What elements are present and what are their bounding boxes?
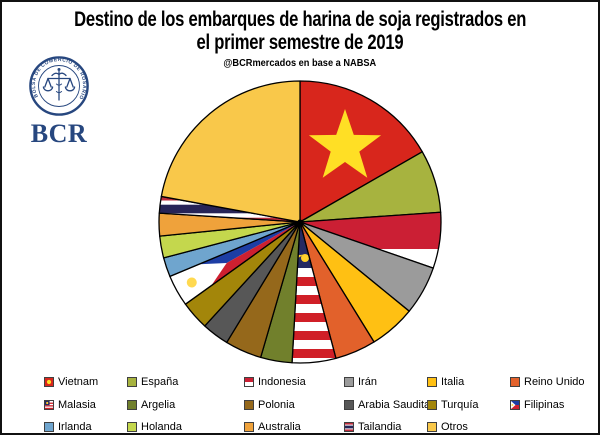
legend-label: Vietnam bbox=[58, 376, 99, 388]
legend-swatch-irlanda bbox=[44, 422, 54, 432]
page-title-line2: el primer semestre de 2019 bbox=[196, 31, 404, 54]
legend-swatch-reino-unido bbox=[510, 377, 520, 387]
legend-label: Otros bbox=[441, 421, 468, 433]
chart-source-subtitle: @BCRmercados en base a NABSA bbox=[223, 57, 377, 69]
legend-label: España bbox=[141, 376, 179, 388]
bcr-logo: BOLSA DE COMERCIO DE ROSARIO BCR bbox=[29, 56, 89, 146]
legend-label: Arabia Saudita bbox=[358, 399, 431, 411]
legend-swatch-malasia bbox=[44, 400, 54, 410]
legend-swatch-filipinas bbox=[510, 400, 520, 410]
page-title: Destino de los embarques de harina de so… bbox=[73, 8, 527, 31]
legend-label: Australia bbox=[258, 421, 301, 433]
pie-slice-otros bbox=[160, 80, 301, 223]
logo-caduceus-scales-icon bbox=[42, 68, 76, 101]
legend-label: Polonia bbox=[258, 399, 295, 411]
legend-swatch-tailandia bbox=[344, 422, 354, 432]
legend-label: Turquía bbox=[441, 399, 479, 411]
legend-label: Irlanda bbox=[58, 421, 92, 433]
legend-label: Holanda bbox=[141, 421, 182, 433]
legend-swatch-australia bbox=[244, 422, 254, 432]
legend-label: Tailandia bbox=[358, 421, 402, 433]
legend-swatch-vietnam bbox=[44, 377, 54, 387]
legend-label: Italia bbox=[441, 376, 465, 388]
legend-label: Indonesia bbox=[258, 376, 306, 388]
pie-chart bbox=[158, 80, 442, 364]
legend-label: Irán bbox=[358, 376, 377, 388]
logo-acronym: BCR bbox=[31, 119, 87, 146]
legend-swatch-argelia bbox=[127, 400, 137, 410]
legend-label: Malasia bbox=[58, 399, 96, 411]
legend-swatch-indonesia bbox=[244, 377, 254, 387]
legend-label: Reino Unido bbox=[524, 376, 585, 388]
pie-center-dot bbox=[297, 219, 303, 225]
logo-seal-inner-ring bbox=[38, 65, 80, 107]
legend-swatch-holanda bbox=[127, 422, 137, 432]
legend-swatch-otros bbox=[427, 422, 437, 432]
pie-slice-vietnam-border bbox=[299, 80, 423, 223]
legend-swatch-turqu-a bbox=[427, 400, 437, 410]
legend-label: Filipinas bbox=[524, 399, 565, 411]
legend-label: Argelia bbox=[141, 399, 176, 411]
legend-swatch-italia bbox=[427, 377, 437, 387]
legend-swatch-ir-n bbox=[344, 377, 354, 387]
legend-swatch-polonia bbox=[244, 400, 254, 410]
legend-swatch-arabia-saudita bbox=[344, 400, 354, 410]
legend-swatch-espa-a bbox=[127, 377, 137, 387]
